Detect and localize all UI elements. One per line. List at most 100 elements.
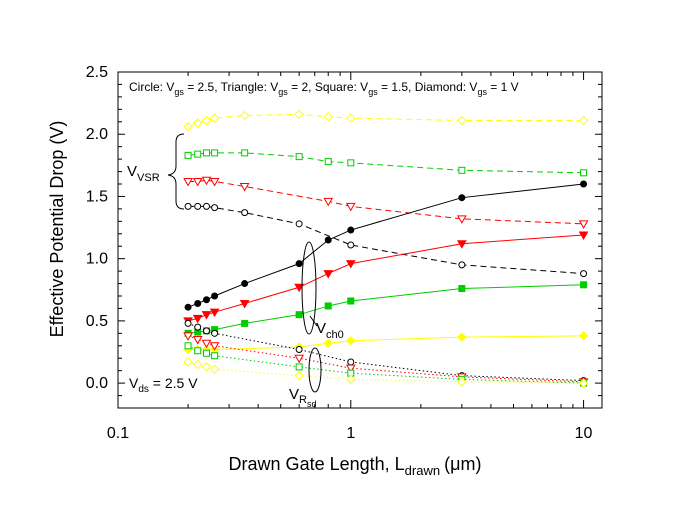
vds-label: Vds = 2.5 V <box>129 375 198 395</box>
vsr-label: VVSR <box>127 163 160 184</box>
triangle-marker <box>345 260 356 269</box>
diamond-marker <box>346 374 356 385</box>
diamond-marker <box>239 110 250 121</box>
square-marker <box>324 158 332 166</box>
circle-marker <box>194 323 202 331</box>
diamond-marker <box>183 122 193 132</box>
triangle-marker <box>183 332 193 341</box>
square-marker <box>295 311 303 319</box>
diamond-marker <box>193 118 203 128</box>
series-line <box>187 361 584 384</box>
diamond-marker <box>201 362 212 372</box>
triangle-marker <box>323 197 334 207</box>
triangle-marker <box>209 308 220 318</box>
diamond-marker <box>578 378 589 388</box>
circle-marker <box>295 220 303 228</box>
series-line <box>188 284 584 334</box>
circle-marker <box>184 303 192 311</box>
series-line <box>187 183 584 308</box>
diamond-marker <box>457 377 467 387</box>
vrsd-ellipse <box>308 347 322 393</box>
series-line <box>187 113 584 128</box>
circle-marker <box>184 202 192 210</box>
square-marker <box>194 347 202 355</box>
vsr-bracket <box>167 133 185 210</box>
diamond-marker <box>323 338 333 348</box>
square-marker <box>347 297 355 305</box>
diamond-marker <box>183 357 193 367</box>
series-vch0-vgs-2_5 <box>184 180 588 311</box>
diamond-marker <box>201 115 212 126</box>
circle-marker <box>324 236 332 244</box>
triangle-marker <box>456 215 467 224</box>
triangle-marker <box>201 311 212 320</box>
legend-text: Circle: Vgs = 2.5, Triangle: Vgs = 2, Sq… <box>129 80 519 97</box>
x-tick-label: 0.1 <box>107 425 129 442</box>
triangle-marker <box>239 299 250 309</box>
circle-marker <box>203 327 211 335</box>
triangle-marker <box>209 178 220 187</box>
x-tick-label: 10 <box>575 425 593 442</box>
circle-marker <box>211 292 219 300</box>
diamond-marker <box>323 112 333 122</box>
series-line <box>187 322 584 382</box>
circle-marker <box>203 296 211 304</box>
vch0-ellipse <box>301 241 317 335</box>
x-axis-label: Drawn Gate Length, Ldrawn (μm) <box>229 454 482 478</box>
triangle-marker <box>192 336 203 345</box>
circle-marker <box>203 202 211 210</box>
triangle-marker <box>294 354 305 364</box>
triangle-marker <box>239 182 250 192</box>
circle-marker <box>580 180 588 188</box>
triangle-marker <box>323 270 334 279</box>
diamond-marker <box>294 370 304 381</box>
circle-marker <box>211 204 219 212</box>
circle-marker <box>241 209 249 217</box>
series-vch0-vgs-1_5 <box>184 281 588 337</box>
series-vsr-vgs-1 <box>183 109 589 132</box>
circle-marker <box>295 346 303 354</box>
diamond-marker <box>578 115 589 126</box>
square-marker <box>324 302 332 310</box>
square-marker <box>458 166 466 174</box>
triangle-marker <box>201 176 212 186</box>
square-marker <box>458 285 466 293</box>
triangle-marker <box>192 314 203 324</box>
vch0-pointer <box>309 315 318 327</box>
series-line <box>187 234 584 322</box>
y-tick-label: 1.5 <box>86 188 108 205</box>
circle-marker <box>347 358 355 366</box>
square-marker <box>295 363 303 371</box>
diamond-marker <box>457 115 467 126</box>
square-marker <box>184 151 192 159</box>
square-marker <box>347 159 355 167</box>
square-marker <box>580 169 588 177</box>
diamond-marker <box>294 109 304 120</box>
circle-marker <box>194 299 202 307</box>
x-tick-label: 1 <box>346 425 355 442</box>
series-vsr-vgs-2_5 <box>184 202 588 278</box>
square-marker <box>211 352 219 360</box>
series-vsr-vgs-1_5 <box>184 149 588 177</box>
diamond-marker <box>578 331 589 341</box>
diamond-marker <box>346 336 356 346</box>
square-marker <box>211 149 219 157</box>
triangle-marker <box>345 364 356 374</box>
series-vrsd-vgs-2_5 <box>184 319 588 385</box>
square-marker <box>194 150 202 158</box>
y-tick-label: 2.0 <box>86 126 108 143</box>
series-vsr-vgs-2 <box>183 176 589 229</box>
square-marker <box>203 149 211 157</box>
triangle-marker <box>201 339 212 349</box>
circle-marker <box>295 260 303 268</box>
circle-marker <box>458 194 466 202</box>
circle-marker <box>347 241 355 249</box>
vch0-label: Vch0 <box>316 320 344 341</box>
series-line <box>188 152 584 174</box>
axis-layer: 0.1 1 10 0.0 0.5 1.0 1.5 2.0 2.5 <box>86 64 603 442</box>
circle-marker <box>580 270 588 278</box>
triangle-marker <box>456 240 467 249</box>
square-marker <box>295 153 303 161</box>
